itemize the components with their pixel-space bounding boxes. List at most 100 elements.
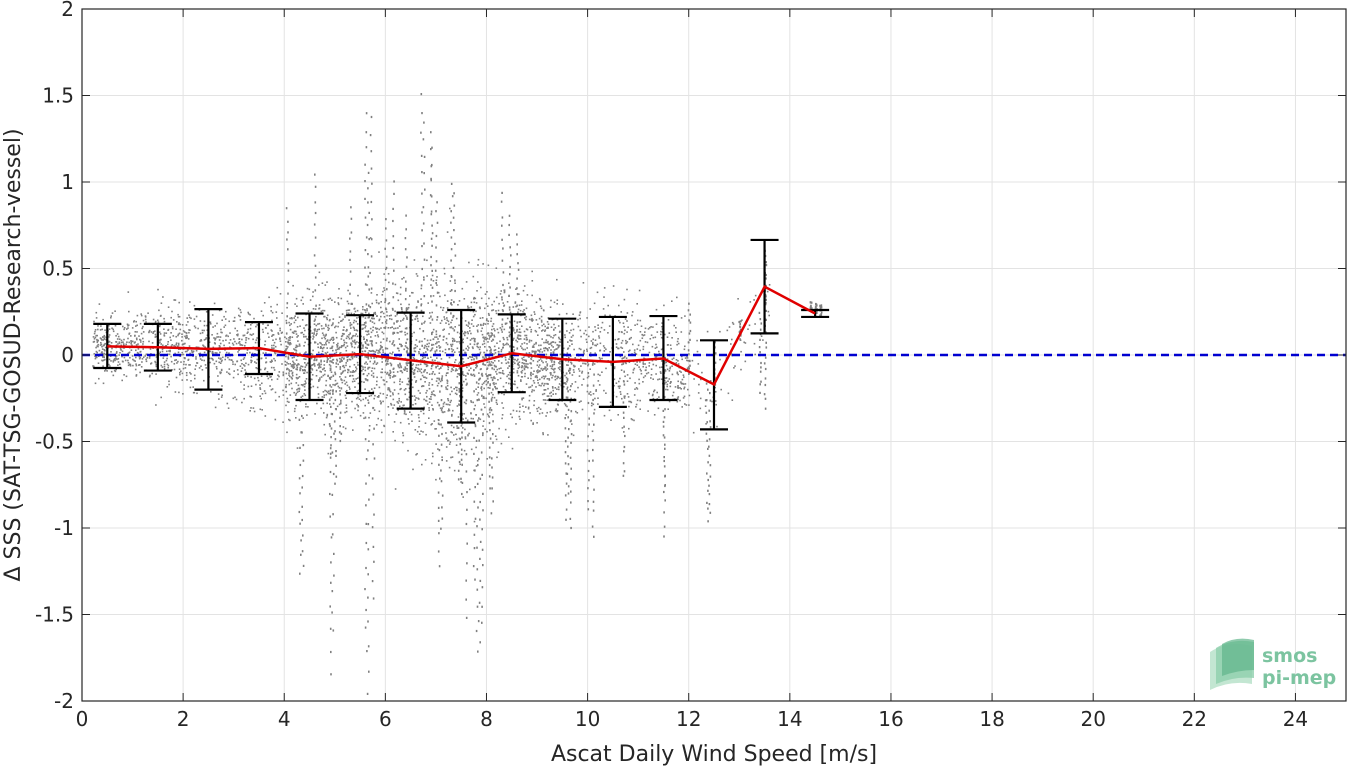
scatter-point [227, 335, 229, 338]
scatter-point [368, 304, 370, 307]
scatter-point [610, 362, 612, 365]
scatter-point [325, 353, 327, 355]
scatter-point [475, 465, 478, 467]
scatter-point [113, 369, 116, 372]
scatter-point [666, 383, 669, 386]
scatter-point [570, 361, 572, 364]
scatter-point [472, 337, 475, 340]
scatter-point [445, 432, 447, 434]
scatter-point [302, 564, 305, 567]
scatter-point [456, 386, 458, 389]
scatter-point [512, 327, 515, 329]
scatter-point [495, 267, 498, 269]
scatter-point [655, 343, 657, 346]
scatter-point [385, 268, 387, 271]
scatter-point [475, 388, 477, 390]
scatter-point [355, 333, 357, 335]
scatter-point [261, 393, 264, 395]
scatter-point [601, 371, 603, 373]
scatter-point [595, 344, 597, 347]
scatter-point [168, 353, 171, 356]
scatter-point [571, 322, 573, 325]
scatter-point [224, 318, 227, 320]
scatter-point [436, 346, 438, 348]
scatter-point [110, 315, 112, 317]
scatter-point [133, 342, 136, 344]
scatter-point [550, 361, 553, 363]
scatter-point [530, 331, 532, 333]
scatter-point [463, 298, 466, 300]
scatter-point [256, 358, 259, 361]
scatter-point [177, 334, 179, 337]
scatter-point [224, 355, 227, 358]
scatter-point [362, 368, 364, 370]
scatter-point [688, 394, 691, 397]
scatter-point [572, 369, 575, 371]
scatter-point [130, 335, 132, 337]
scatter-point [440, 527, 442, 530]
scatter-point [554, 327, 557, 329]
scatter-point [340, 338, 343, 340]
scatter-point [177, 333, 180, 335]
scatter-point [367, 645, 370, 648]
scatter-point [392, 246, 395, 250]
scatter-point [354, 341, 357, 344]
scatter-point [460, 477, 462, 480]
scatter-point [408, 303, 410, 306]
scatter-point [447, 398, 449, 400]
scatter-point [663, 436, 666, 439]
scatter-point [209, 323, 212, 325]
scatter-point [119, 347, 122, 349]
scatter-point [707, 388, 709, 391]
scatter-point [503, 328, 506, 331]
scatter-point [516, 371, 519, 374]
scatter-point [681, 355, 683, 358]
scatter-point [675, 327, 677, 329]
scatter-point [586, 376, 589, 379]
scatter-point [352, 326, 355, 329]
scatter-point [184, 367, 187, 369]
scatter-point [355, 356, 358, 358]
scatter-point [490, 376, 493, 379]
scatter-point [428, 373, 431, 375]
scatter-point [271, 388, 274, 390]
scatter-point [493, 359, 496, 362]
scatter-point [338, 357, 341, 360]
scatter-point [515, 305, 517, 308]
scatter-point [574, 365, 576, 368]
scatter-point [636, 348, 639, 350]
scatter-point [282, 389, 284, 392]
scatter-point [365, 236, 368, 239]
scatter-point [652, 397, 655, 400]
scatter-point [503, 291, 506, 294]
scatter-point [318, 322, 321, 325]
scatter-point [339, 390, 341, 392]
scatter-point [473, 408, 476, 411]
scatter-point [214, 352, 217, 354]
scatter-point [141, 361, 143, 363]
scatter-point [302, 417, 304, 419]
scatter-point [422, 315, 424, 318]
scatter-point [317, 364, 319, 366]
scatter-point [367, 275, 370, 278]
scatter-point [452, 216, 455, 219]
scatter-point [276, 317, 278, 319]
scatter-point [617, 338, 619, 341]
scatter-point [450, 312, 452, 315]
scatter-point [687, 366, 690, 368]
scatter-point [587, 469, 590, 473]
scatter-point [524, 334, 526, 337]
scatter-point [265, 352, 267, 354]
scatter-point [414, 403, 417, 405]
scatter-point [465, 522, 468, 526]
scatter-point [422, 385, 425, 387]
scatter-point [474, 338, 476, 340]
scatter-point [523, 362, 526, 365]
scatter-point [232, 361, 234, 363]
scatter-point [473, 520, 476, 523]
scatter-point [160, 364, 163, 367]
scatter-point [370, 374, 373, 377]
scatter-point [345, 364, 347, 367]
scatter-point [428, 342, 430, 345]
scatter-point [531, 320, 533, 322]
